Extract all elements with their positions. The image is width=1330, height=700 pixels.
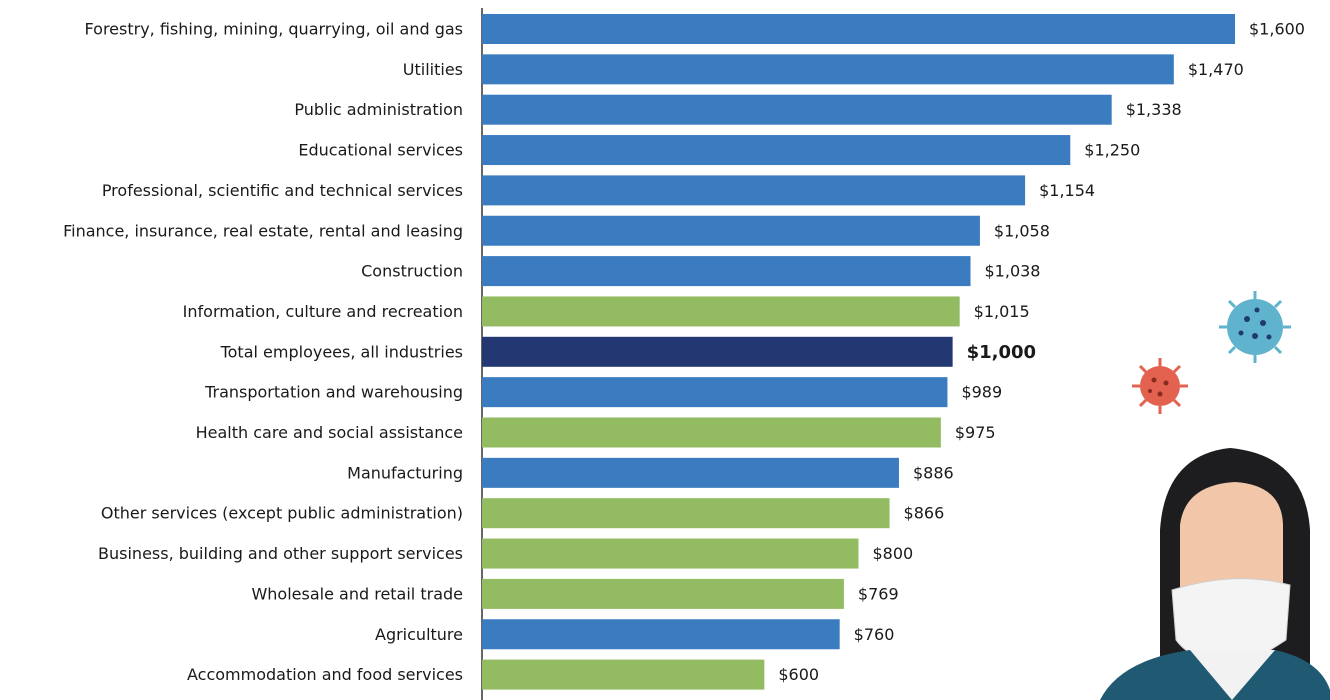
bar xyxy=(482,377,948,408)
bar xyxy=(482,538,859,569)
bar xyxy=(482,659,765,690)
value-label: $1,250 xyxy=(1084,141,1140,160)
value-label: $886 xyxy=(913,463,954,482)
category-label: Professional, scientific and technical s… xyxy=(102,181,463,200)
value-label: $1,600 xyxy=(1249,20,1305,39)
value-label: $769 xyxy=(858,584,899,603)
category-label: Total employees, all industries xyxy=(220,342,463,361)
bar xyxy=(482,135,1071,166)
category-label: Transportation and warehousing xyxy=(204,383,463,402)
category-label: Public administration xyxy=(294,100,463,119)
value-label: $866 xyxy=(904,504,945,523)
bar xyxy=(482,175,1026,206)
bar xyxy=(482,619,840,650)
category-label: Finance, insurance, real estate, rental … xyxy=(63,221,463,240)
category-label: Manufacturing xyxy=(347,463,463,482)
category-label: Wholesale and retail trade xyxy=(251,584,463,603)
category-label: Business, building and other support ser… xyxy=(98,544,463,563)
value-label: $1,470 xyxy=(1188,60,1244,79)
bar xyxy=(482,336,953,367)
bar xyxy=(482,14,1235,44)
bar xyxy=(482,54,1174,85)
value-label: $989 xyxy=(961,383,1002,402)
category-label: Utilities xyxy=(403,60,463,79)
illustration xyxy=(1100,291,1330,700)
bar xyxy=(482,578,844,609)
category-label: Agriculture xyxy=(375,625,463,644)
bar xyxy=(482,94,1112,125)
category-label: Accommodation and food services xyxy=(187,665,463,684)
value-label: $1,338 xyxy=(1126,100,1182,119)
value-label: $1,000 xyxy=(967,342,1036,363)
bar xyxy=(482,215,980,246)
category-label: Forestry, fishing, mining, quarrying, oi… xyxy=(85,20,463,39)
bar xyxy=(482,256,971,287)
value-label: $800 xyxy=(873,544,914,563)
category-label: Information, culture and recreation xyxy=(183,302,463,321)
value-label: $1,038 xyxy=(985,262,1041,281)
value-label: $600 xyxy=(778,665,819,684)
bar xyxy=(482,296,960,327)
bar xyxy=(482,498,890,529)
bar xyxy=(482,457,899,488)
value-label: $1,058 xyxy=(994,221,1050,240)
value-label: $760 xyxy=(854,625,895,644)
category-label: Educational services xyxy=(298,141,463,160)
value-label: $975 xyxy=(955,423,996,442)
bar xyxy=(482,417,941,448)
category-label: Health care and social assistance xyxy=(196,423,463,442)
value-label: $1,015 xyxy=(974,302,1030,321)
category-label: Construction xyxy=(361,262,463,281)
category-label: Other services (except public administra… xyxy=(101,504,463,523)
value-label: $1,154 xyxy=(1039,181,1095,200)
